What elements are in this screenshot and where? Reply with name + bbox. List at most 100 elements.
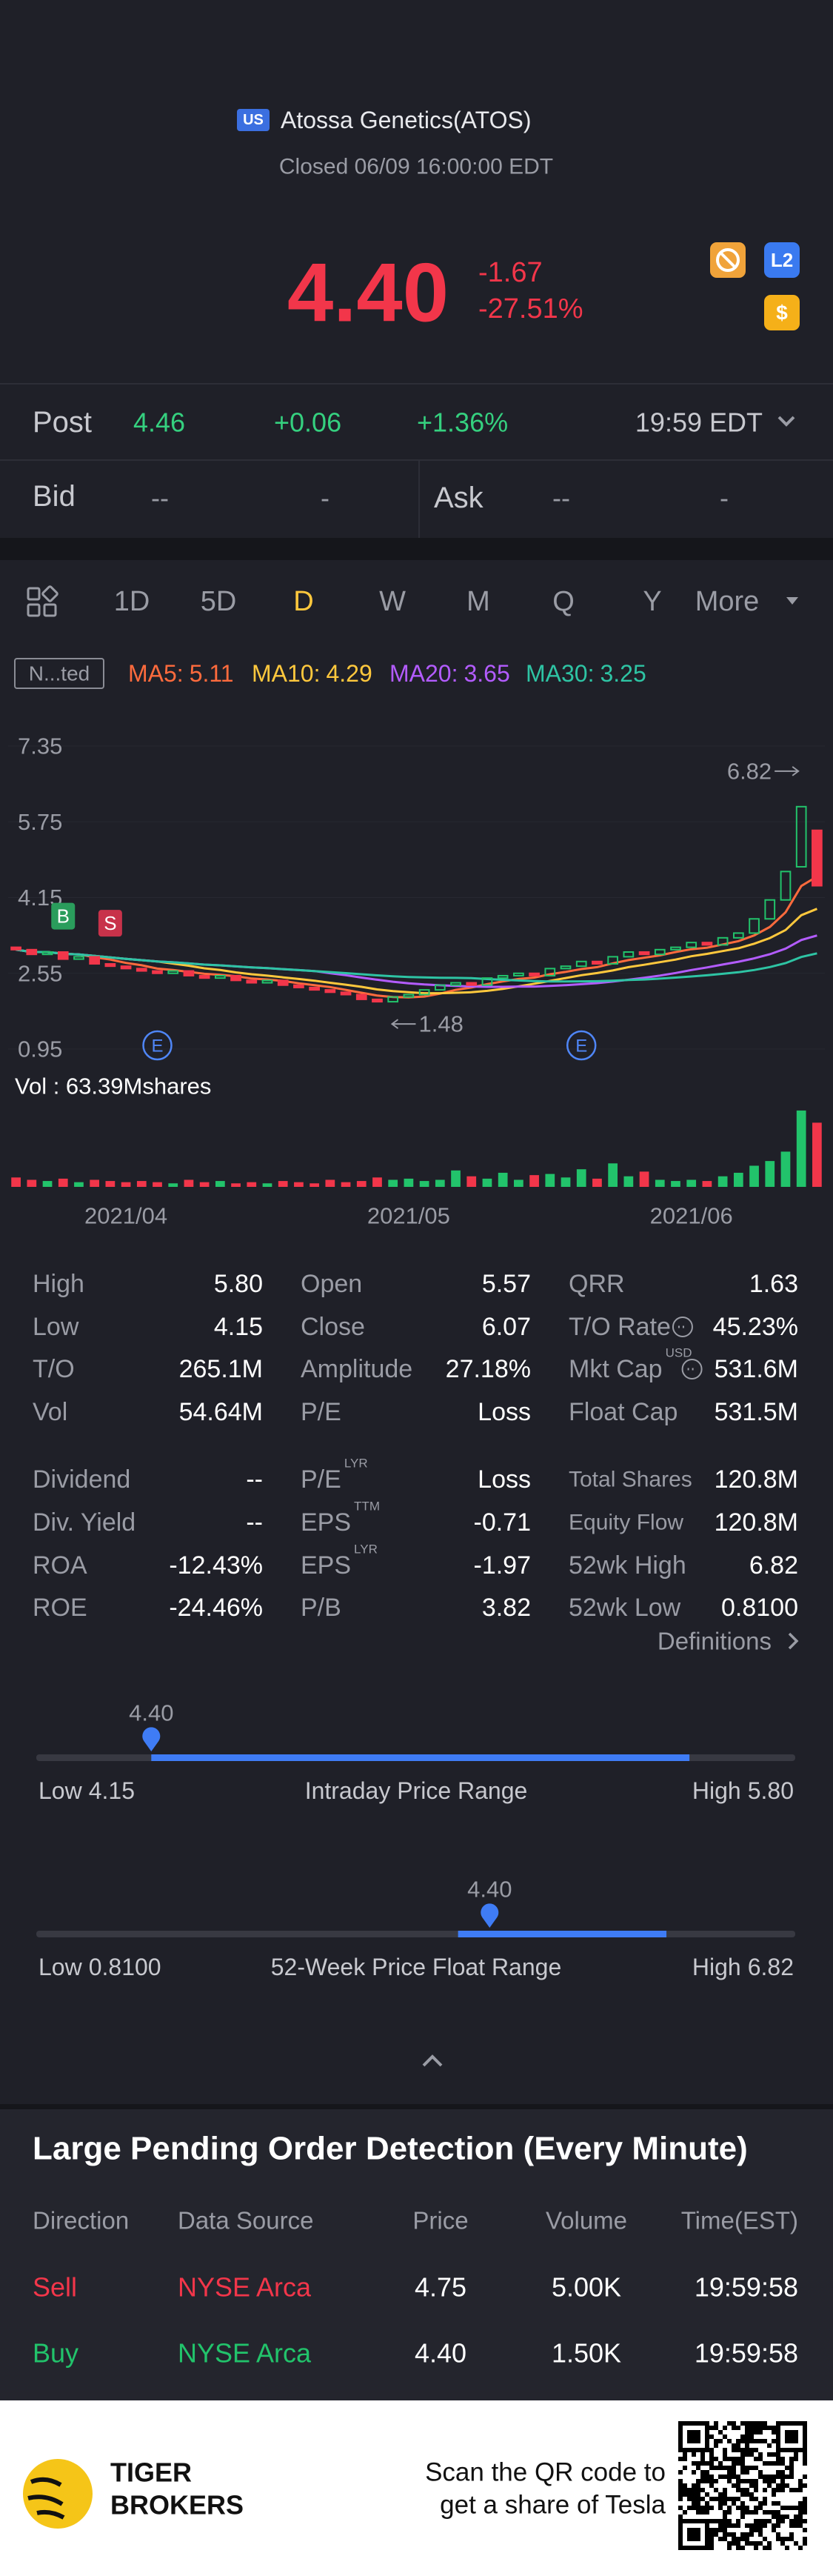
qr-module <box>745 2448 749 2452</box>
qr-module <box>705 2475 709 2479</box>
qr-module <box>776 2532 780 2537</box>
period-tab[interactable]: Q <box>552 586 575 617</box>
price-pin <box>481 1903 499 1928</box>
price-pin-label: 4.40 <box>129 1700 173 1726</box>
qr-module <box>785 2466 789 2470</box>
candle-body <box>89 956 101 965</box>
qr-module <box>780 2479 785 2483</box>
qr-module <box>705 2546 709 2550</box>
qr-module <box>776 2439 780 2443</box>
qr-module <box>794 2421 798 2426</box>
period-tab[interactable]: 1D <box>114 586 150 617</box>
period-tab[interactable]: M <box>466 586 490 617</box>
range-fill <box>458 1931 667 1937</box>
qr-module <box>789 2537 794 2541</box>
qr-module <box>678 2448 683 2452</box>
qr-module <box>776 2523 780 2528</box>
candle-body <box>41 951 53 956</box>
stat-label: Div. Yield <box>33 1508 136 1537</box>
qr-module <box>798 2421 803 2426</box>
qr-module <box>705 2430 709 2434</box>
ma-legend: MA30: 3.25 <box>526 660 646 687</box>
qr-module <box>727 2546 732 2550</box>
stat-value: 120.8M <box>715 1508 798 1537</box>
qr-module <box>727 2510 732 2515</box>
qr-module <box>798 2510 803 2515</box>
qr-module <box>692 2434 696 2439</box>
qr-module <box>772 2439 776 2443</box>
qr-module <box>780 2506 785 2510</box>
icon-glyph <box>716 248 740 272</box>
definitions-link[interactable]: Definitions <box>658 1628 772 1655</box>
qr-module <box>687 2492 692 2497</box>
chevron-down[interactable] <box>777 416 795 427</box>
qr-module <box>745 2439 749 2443</box>
qr-module <box>696 2483 700 2488</box>
volume-bar <box>42 1181 53 1187</box>
qr-module <box>745 2523 749 2528</box>
level2-icon[interactable] <box>764 242 800 278</box>
period-tab[interactable]: More <box>695 586 760 617</box>
qr-module <box>803 2528 807 2532</box>
qr-module <box>714 2519 718 2523</box>
stock-name: Atossa Genetics(ATOS) <box>281 107 531 133</box>
qr-module <box>754 2510 758 2515</box>
volume-bar <box>184 1179 194 1187</box>
qr-module <box>758 2475 763 2479</box>
volume-bar <box>278 1181 288 1187</box>
collapse-chevron[interactable] <box>422 2054 443 2067</box>
ma-line <box>16 948 817 983</box>
qr-module <box>785 2515 789 2519</box>
volume-bar <box>545 1174 555 1187</box>
qr-module <box>714 2528 718 2532</box>
qr-module <box>692 2519 696 2523</box>
period-tab[interactable]: 5D <box>201 586 237 617</box>
qr-module <box>763 2439 767 2443</box>
orders-cell: 1.50K <box>552 2338 621 2369</box>
candle-body <box>732 932 744 939</box>
qr-module <box>678 2426 683 2430</box>
orders-cell: 5.00K <box>552 2272 621 2303</box>
period-tab[interactable]: Y <box>643 586 661 617</box>
range-high-value: 6.82 <box>748 1954 794 1980</box>
qr-module <box>709 2483 714 2488</box>
stat-superscript: LYR <box>354 1542 378 1557</box>
qr-module <box>758 2457 763 2461</box>
qr-module <box>772 2515 776 2519</box>
qr-module <box>740 2492 745 2497</box>
qr-module <box>709 2461 714 2466</box>
qr-module <box>745 2421 749 2426</box>
qr-module <box>776 2448 780 2452</box>
qr-module <box>803 2501 807 2506</box>
qr-module <box>798 2448 803 2452</box>
qr-module <box>785 2475 789 2479</box>
candle-body <box>136 968 147 972</box>
earnings-marker <box>142 1030 173 1061</box>
period-tab[interactable]: W <box>379 586 406 617</box>
qr-module <box>678 2523 683 2528</box>
qr-module <box>740 2546 745 2550</box>
qr-module <box>803 2426 807 2430</box>
period-tab[interactable]: D <box>293 586 313 617</box>
dollar-icon[interactable] <box>764 295 800 330</box>
qr-module <box>789 2523 794 2528</box>
qr-module <box>709 2497 714 2501</box>
qr-module <box>749 2439 754 2443</box>
qr-module <box>732 2475 736 2479</box>
qr-module <box>723 2532 727 2537</box>
qr-module <box>678 2421 683 2426</box>
qr-module <box>803 2452 807 2457</box>
layout-icon[interactable] <box>27 585 58 617</box>
qr-module <box>749 2466 754 2470</box>
qr-module <box>736 2546 740 2550</box>
qr-module <box>749 2510 754 2515</box>
qr-module <box>794 2515 798 2519</box>
candle-body <box>403 994 415 998</box>
qr-module <box>803 2519 807 2523</box>
stat-label: P/E <box>301 1465 341 1494</box>
qr-module <box>718 2430 723 2434</box>
qr-module <box>803 2434 807 2439</box>
qr-module <box>758 2452 763 2457</box>
stat-label: Low <box>33 1313 79 1341</box>
indicator-badge[interactable] <box>14 658 104 689</box>
